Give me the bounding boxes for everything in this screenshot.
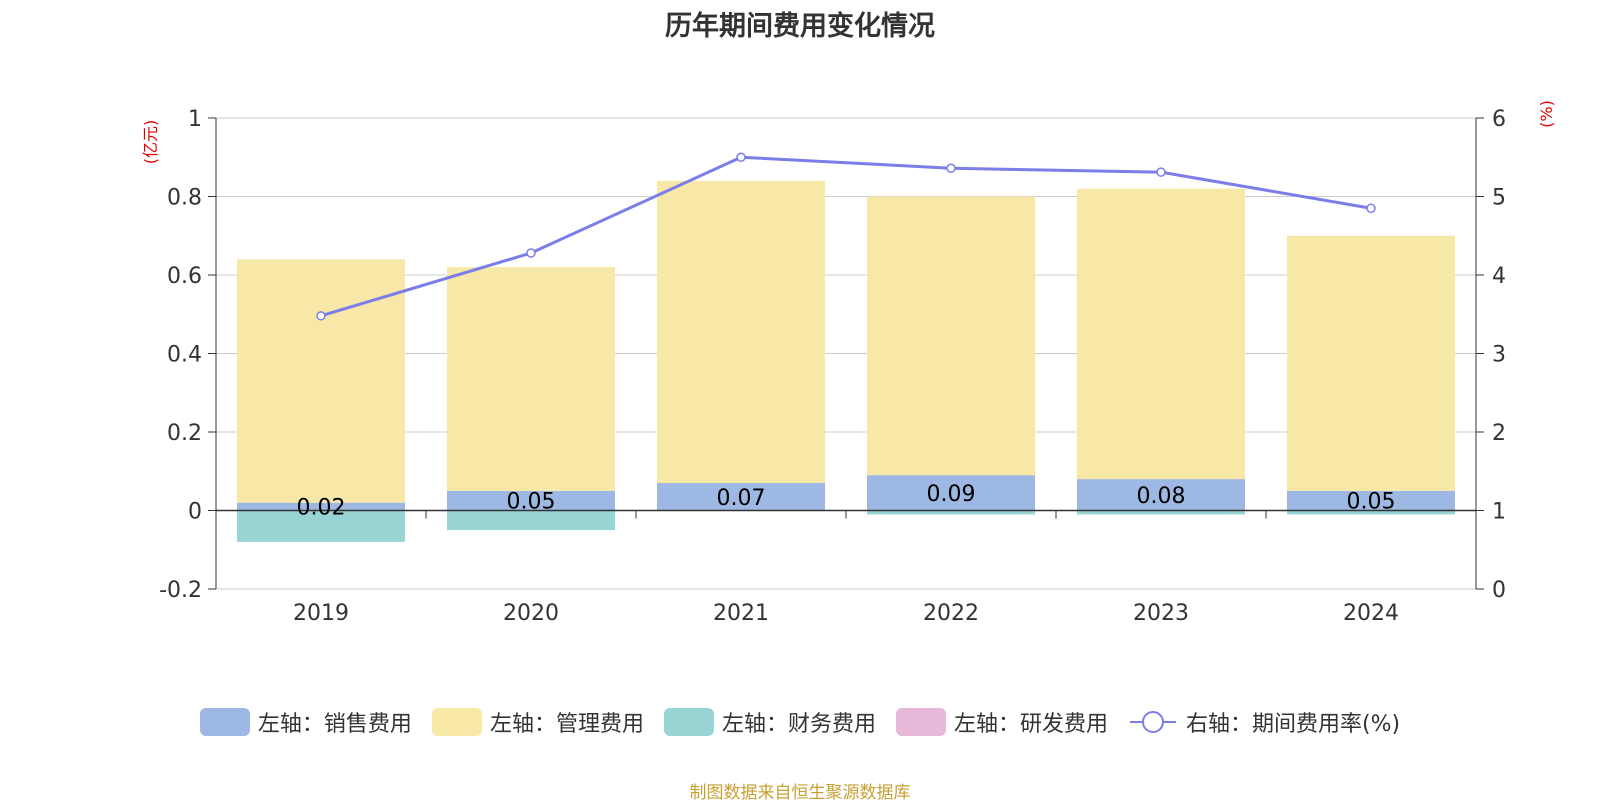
data-label-sales-2019: 0.02	[297, 496, 346, 521]
bar-1-2021	[657, 180, 825, 484]
bar-1-2022	[867, 196, 1035, 476]
right-tick-label: 0	[1492, 578, 1506, 603]
rate-line	[320, 155, 1372, 318]
bar-0-2024	[1287, 490, 1455, 511]
labels-layer: 0.02 0.05 0.07 0.09 0.08 0.05	[297, 482, 1396, 521]
bar-2-2020	[447, 510, 615, 531]
right-tick-label: 1	[1492, 500, 1506, 525]
data-label-sales-2023: 0.08	[1137, 484, 1186, 509]
bar-0-2022	[867, 475, 1035, 511]
data-label-sales-2020: 0.05	[507, 490, 556, 515]
rate-point-2019	[316, 311, 326, 321]
x-tick-label: 2019	[293, 601, 349, 626]
legend-swatch-sales	[199, 708, 250, 736]
left-tick-label: 0.2	[167, 421, 202, 446]
legend-swatch-rd	[895, 708, 946, 736]
bars-layer	[237, 180, 1455, 542]
legend-swatch-finance	[663, 708, 714, 736]
legend-label-rd: 左轴：研发费用	[953, 712, 1108, 737]
legend: 左轴：销售费用 左轴：管理费用 左轴：财务费用 左轴：研发费用 右轴：期间费用率…	[0, 704, 1600, 740]
left-tick-label: 0	[188, 500, 202, 525]
bar-0-2020	[447, 490, 615, 511]
bar-2-2019	[237, 510, 405, 542]
legend-item-sales[interactable]: 左轴：销售费用	[199, 706, 412, 738]
x-tick-label: 2023	[1133, 601, 1189, 626]
right-tick-label: 6	[1492, 107, 1506, 132]
data-source-note: 制图数据来自恒生聚源数据库	[689, 783, 911, 803]
line-layer	[316, 152, 1376, 321]
legend-item-admin[interactable]: 左轴：管理费用	[431, 706, 644, 738]
bar-1-2020	[447, 267, 615, 491]
left-tick-label: 0.4	[167, 343, 202, 368]
x-tick-label: 2020	[503, 601, 559, 626]
bar-1-2019	[237, 259, 405, 503]
bar-1-2024	[1287, 235, 1455, 491]
data-label-sales-2022: 0.09	[927, 482, 976, 507]
axes-layer: -0.2 0 0.2 0.4 0.6 0.8 1 0 1 2 3 4 5 6 2019 2020 2021 202…	[141, 100, 1556, 626]
left-tick-label: 0.6	[167, 264, 202, 289]
data-label-sales-2024: 0.05	[1347, 490, 1396, 515]
right-tick-label: 3	[1492, 343, 1506, 368]
x-tick-label: 2021	[713, 601, 769, 626]
left-tick-label: -0.2	[159, 578, 202, 603]
bar-2-2024	[1287, 510, 1455, 515]
bar-2-2022	[867, 510, 1035, 515]
chart-canvas: -0.2 0 0.2 0.4 0.6 0.8 1 0 1 2 3 4 5 6 2019 2020 2021 202…	[141, 100, 1556, 626]
rate-point-2023	[1156, 167, 1166, 177]
right-tick-label: 4	[1492, 264, 1506, 289]
left-tick-label: 1	[188, 107, 202, 132]
chart-title: 历年期间费用变化情况	[665, 11, 935, 42]
bar-0-2023	[1077, 479, 1245, 511]
legend-item-rd[interactable]: 左轴：研发费用	[895, 706, 1108, 738]
bar-0-2019	[237, 502, 405, 511]
left-axis-title: (亿元)	[141, 120, 160, 165]
legend-label-sales: 左轴：销售费用	[257, 712, 412, 737]
bar-1-2023	[1077, 188, 1245, 480]
data-label-sales-2021: 0.07	[717, 486, 766, 511]
rate-point-2021	[736, 152, 746, 162]
rate-point-2022	[946, 163, 956, 173]
legend-item-rate[interactable]: 右轴：期间费用率(%)	[1128, 706, 1400, 738]
legend-line-icon	[1129, 711, 1176, 733]
legend-item-finance[interactable]: 左轴：财务费用	[663, 706, 876, 738]
rate-point-2024	[1366, 203, 1376, 214]
right-axis-title: (%)	[1537, 100, 1556, 128]
x-tick-label: 2022	[923, 601, 979, 626]
bar-0-2021	[657, 483, 825, 511]
bar-2-2023	[1077, 510, 1245, 515]
legend-swatch-admin	[431, 708, 482, 736]
right-tick-label: 5	[1492, 186, 1506, 211]
legend-label-finance: 左轴：财务费用	[721, 712, 876, 737]
right-tick-label: 2	[1492, 421, 1506, 446]
rate-point-2020	[526, 248, 536, 258]
legend-label-rate: 右轴：期间费用率(%)	[1185, 712, 1401, 737]
legend-label-admin: 左轴：管理费用	[489, 712, 644, 737]
left-tick-label: 0.8	[167, 186, 202, 211]
x-tick-label: 2024	[1343, 601, 1399, 626]
